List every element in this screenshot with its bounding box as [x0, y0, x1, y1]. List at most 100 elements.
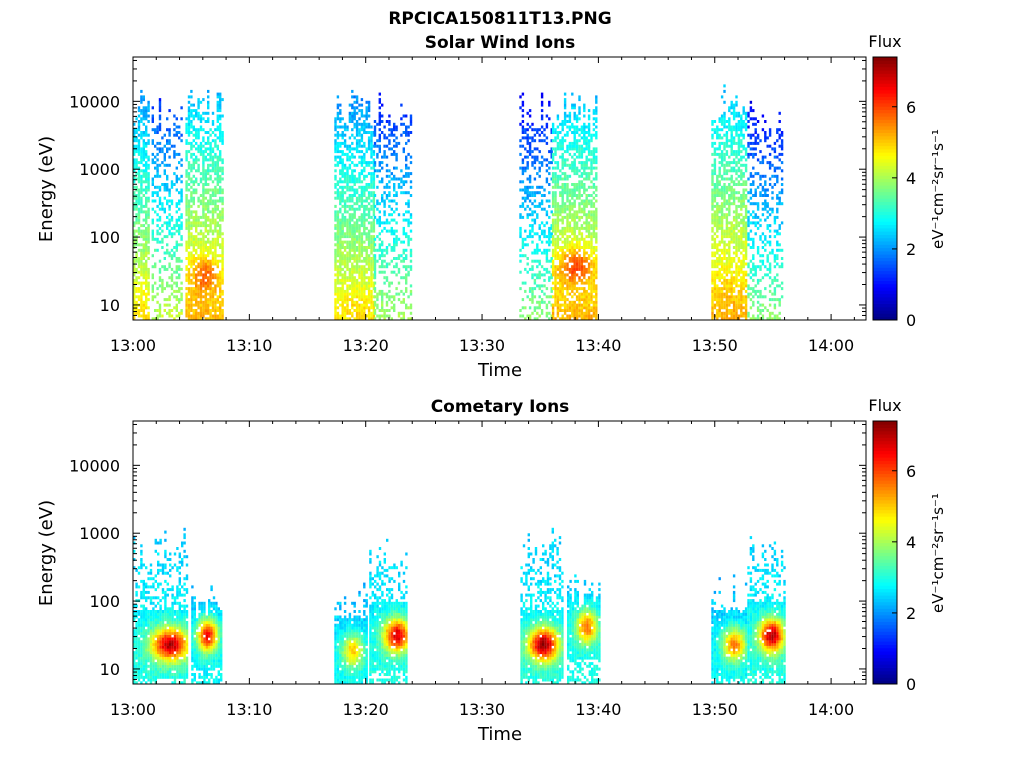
heatmap-cell — [207, 215, 210, 219]
heatmap-cell — [170, 284, 174, 288]
heatmap-cell — [587, 174, 591, 178]
heatmap-cell — [378, 237, 381, 241]
heatmap-cell — [207, 183, 210, 186]
heatmap-cell — [575, 243, 579, 247]
heatmap-cell — [402, 311, 405, 315]
heatmap-cell — [355, 229, 359, 233]
heatmap-cell — [732, 158, 736, 162]
heatmap-cell — [720, 229, 724, 233]
heatmap-cell — [209, 300, 212, 304]
heatmap-cell — [202, 306, 205, 310]
heatmap-cell — [209, 262, 212, 266]
heatmap-cell — [360, 240, 364, 244]
heatmap-cell — [219, 314, 222, 318]
heatmap-cell — [336, 218, 340, 222]
heatmap-cell — [543, 235, 546, 239]
heatmap-cell — [595, 174, 598, 178]
heatmap-cell — [339, 125, 342, 129]
heatmap-cell — [175, 240, 178, 244]
heatmap-cell — [142, 273, 145, 277]
heatmap-cell — [133, 152, 136, 156]
heatmap-cell — [358, 306, 361, 310]
heatmap-cell — [346, 147, 349, 151]
heatmap-cell — [154, 295, 157, 299]
heatmap-cell — [713, 183, 717, 186]
heatmap-cell — [590, 309, 593, 312]
heatmap-cell — [353, 155, 356, 159]
heatmap-cell — [585, 281, 588, 285]
heatmap-cell — [538, 161, 541, 165]
heatmap-cell — [407, 174, 410, 178]
heatmap-cell — [204, 111, 207, 115]
heatmap-cell — [187, 122, 191, 126]
heatmap-cell — [339, 169, 342, 173]
heatmap-cell — [735, 295, 738, 299]
heatmap-cell — [370, 131, 373, 134]
heatmap-cell — [545, 235, 549, 239]
heatmap-cell — [197, 196, 200, 200]
heatmap-cell — [163, 133, 166, 137]
heatmap-cell — [199, 194, 203, 197]
heatmap-cell — [575, 226, 579, 230]
heatmap-cell — [343, 281, 347, 285]
heatmap-cell — [211, 262, 215, 266]
heatmap-cell — [334, 254, 337, 258]
heatmap-cell — [353, 254, 356, 258]
heatmap-cell — [400, 133, 403, 137]
heatmap-cell — [376, 221, 379, 225]
heatmap-cell — [158, 98, 162, 102]
heatmap-cell — [209, 133, 212, 137]
heatmap-cell — [358, 196, 361, 200]
heatmap-cell — [580, 235, 584, 239]
heatmap-cell — [219, 174, 222, 178]
heatmap-cell — [720, 237, 724, 241]
heatmap-cell — [585, 309, 588, 312]
heatmap-cell — [199, 262, 203, 266]
heatmap-cell — [571, 218, 574, 222]
heatmap-cell — [556, 251, 560, 255]
heatmap-cell — [533, 248, 537, 252]
heatmap-cell — [360, 292, 364, 296]
heatmap-cell — [346, 166, 349, 170]
heatmap-cell — [407, 166, 410, 170]
heatmap-cell — [135, 194, 138, 197]
heatmap-cell — [353, 278, 356, 282]
heatmap-cell — [395, 237, 398, 241]
heatmap-cell — [385, 155, 389, 159]
heatmap-cell — [199, 281, 203, 285]
heatmap-cell — [718, 289, 721, 293]
heatmap-cell — [147, 210, 150, 214]
heatmap-cell — [355, 254, 359, 258]
heatmap-cell — [561, 278, 564, 282]
heatmap-cell — [207, 103, 210, 107]
heatmap-cell — [568, 141, 572, 145]
heatmap-cell — [556, 254, 560, 258]
heatmap-cell — [536, 213, 539, 217]
heatmap-cell — [187, 221, 191, 225]
heatmap-cell — [728, 210, 731, 214]
heatmap-cell — [548, 295, 551, 299]
heatmap-cell — [351, 152, 354, 156]
heatmap-cell — [373, 289, 377, 293]
heatmap-cell — [170, 273, 174, 277]
heatmap-cell — [339, 287, 342, 291]
heatmap-cell — [219, 139, 222, 143]
heatmap-cell — [735, 309, 738, 312]
heatmap-cell — [550, 240, 553, 244]
heatmap-cell — [355, 259, 359, 263]
heatmap-cell — [376, 218, 379, 222]
heatmap-cell — [140, 306, 143, 310]
heatmap-cell — [526, 235, 529, 239]
heatmap-cell — [407, 131, 410, 134]
heatmap-cell — [166, 221, 169, 225]
heatmap-cell — [590, 226, 593, 230]
heatmap-cell — [735, 163, 738, 167]
heatmap-cell — [723, 120, 726, 123]
heatmap-cell — [336, 147, 340, 151]
heatmap-cell — [151, 194, 154, 197]
heatmap-cell — [370, 155, 373, 159]
heatmap-cell — [528, 287, 532, 291]
heatmap-cell — [390, 152, 393, 156]
heatmap-cell — [173, 150, 176, 154]
